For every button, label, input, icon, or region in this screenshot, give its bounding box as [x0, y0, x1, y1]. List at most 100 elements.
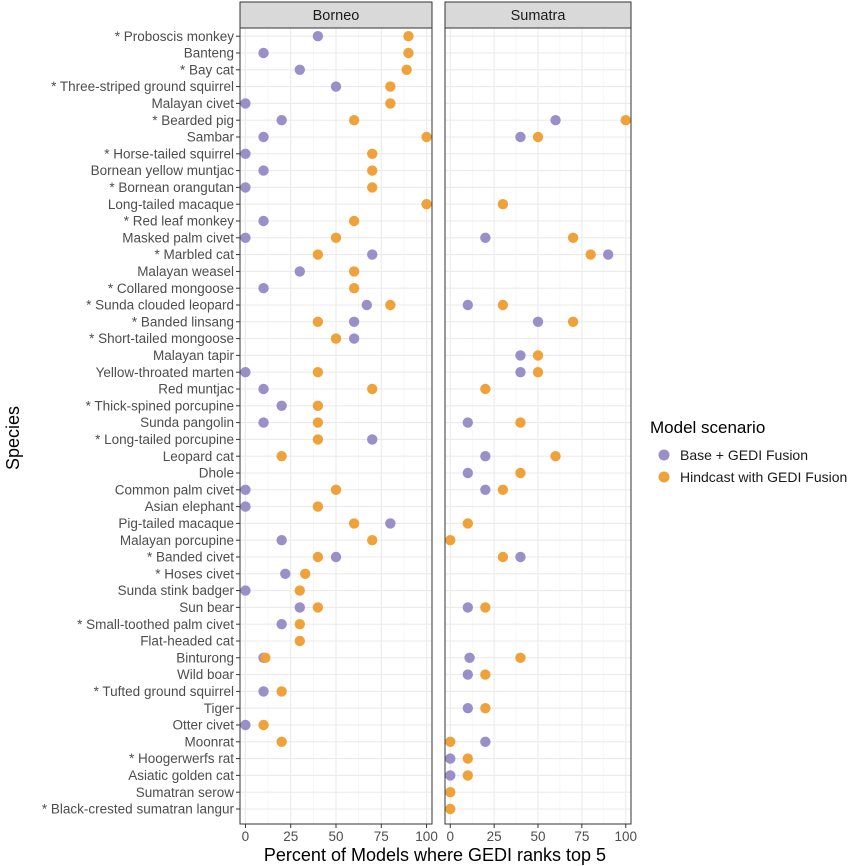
y-tick-label: Otter civet — [172, 718, 234, 733]
data-point — [403, 47, 414, 59]
data-point — [348, 266, 360, 277]
data-point — [294, 64, 305, 76]
data-point — [312, 316, 324, 327]
data-point — [240, 367, 251, 378]
data-point — [294, 635, 305, 647]
data-point — [385, 98, 396, 109]
y-tick-label: Flat-headed cat — [140, 634, 234, 649]
data-point — [567, 232, 579, 243]
data-point — [403, 31, 414, 42]
y-tick-label: * Bearded pig — [152, 113, 234, 128]
data-point — [348, 283, 360, 294]
data-point — [385, 518, 396, 529]
data-point — [550, 115, 561, 126]
data-point — [532, 316, 544, 327]
data-point — [497, 199, 509, 210]
panel-borneo: Borneo 0 25 50 75 100 — [239, 1, 438, 844]
y-tick-label: * Banded civet — [147, 550, 234, 565]
data-point — [462, 299, 474, 311]
data-point — [276, 686, 287, 697]
x-tick-label: 75 — [574, 829, 589, 844]
data-point — [240, 98, 251, 109]
data-point — [312, 501, 324, 512]
y-tick-label: Masked palm civet — [122, 230, 234, 245]
data-point — [462, 518, 474, 529]
y-tick-label: Long-tailed macaque — [108, 197, 234, 212]
y-tick-label: Yellow-throated marten — [96, 365, 234, 380]
data-point — [276, 736, 287, 747]
legend-label-hindcast: Hindcast with GEDI Fusion — [680, 469, 847, 485]
y-tick-label: Banteng — [184, 46, 234, 61]
y-tick-label: * Banded linsang — [132, 314, 234, 329]
data-point — [312, 551, 324, 563]
x-axis-title: Percent of Models where GEDI ranks top 5 — [264, 845, 606, 865]
data-point — [497, 551, 509, 563]
data-point — [480, 736, 491, 747]
x-tick-label: 100 — [415, 829, 438, 844]
data-point — [367, 165, 378, 176]
data-point — [240, 148, 251, 159]
data-point — [294, 619, 305, 630]
series-borneo-hindcast — [258, 31, 432, 747]
data-point — [480, 383, 491, 395]
data-point — [312, 434, 324, 445]
y-tick-label: * Hoses civet — [155, 566, 234, 581]
legend-key-base — [658, 449, 670, 461]
data-point — [462, 669, 474, 680]
y-tick-label: Dhole — [199, 466, 234, 481]
data-point — [462, 467, 474, 479]
strip-borneo — [239, 1, 433, 29]
y-tick-label: Asiatic golden cat — [128, 768, 234, 783]
data-point — [294, 602, 305, 613]
data-point — [258, 686, 269, 697]
data-point — [240, 182, 251, 193]
data-point — [240, 501, 251, 512]
data-point — [515, 551, 526, 563]
y-tick-label: Tiger — [204, 701, 235, 716]
data-point — [258, 383, 269, 395]
data-point — [330, 551, 342, 563]
y-tick-label: Malayan tapir — [153, 348, 235, 363]
data-point — [445, 770, 456, 781]
data-point — [367, 383, 378, 395]
data-point — [462, 602, 474, 613]
data-point — [515, 367, 526, 378]
facet-panels: Borneo 0 25 50 75 100 Sumatra 0 25 50 75 100 — [239, 1, 637, 844]
y-tick-label: Sambar — [187, 130, 235, 145]
data-point — [515, 417, 526, 428]
y-tick-label: Bornean yellow muntjac — [91, 163, 235, 178]
data-point — [276, 535, 287, 546]
data-point — [367, 182, 378, 193]
y-tick-label: * Tufted ground squirrel — [94, 684, 234, 699]
data-point — [480, 602, 491, 613]
legend-key-hindcast — [658, 471, 670, 483]
data-point — [515, 131, 526, 143]
data-point — [532, 350, 544, 361]
data-point — [367, 535, 378, 546]
data-point — [515, 350, 526, 361]
y-tick-label: Binturong — [176, 650, 234, 665]
y-tick-label: * Thick-spined porcupine — [86, 398, 234, 413]
data-point — [497, 299, 509, 311]
y-tick-label: * Collared mongoose — [108, 281, 234, 296]
data-point — [312, 417, 324, 428]
data-point — [567, 316, 579, 327]
data-point — [462, 753, 474, 764]
data-point — [445, 535, 456, 546]
data-point — [276, 619, 287, 630]
data-point — [294, 266, 305, 277]
data-point — [401, 64, 412, 76]
data-point — [312, 249, 324, 260]
data-point — [240, 719, 251, 731]
data-point — [367, 434, 378, 445]
y-tick-label: Wild boar — [177, 667, 235, 682]
data-point — [330, 333, 342, 344]
data-point — [550, 451, 561, 462]
data-point — [348, 316, 360, 327]
data-point — [280, 568, 291, 579]
data-point — [445, 803, 456, 815]
data-point — [480, 484, 491, 495]
data-point — [462, 417, 474, 428]
data-point — [300, 568, 311, 579]
